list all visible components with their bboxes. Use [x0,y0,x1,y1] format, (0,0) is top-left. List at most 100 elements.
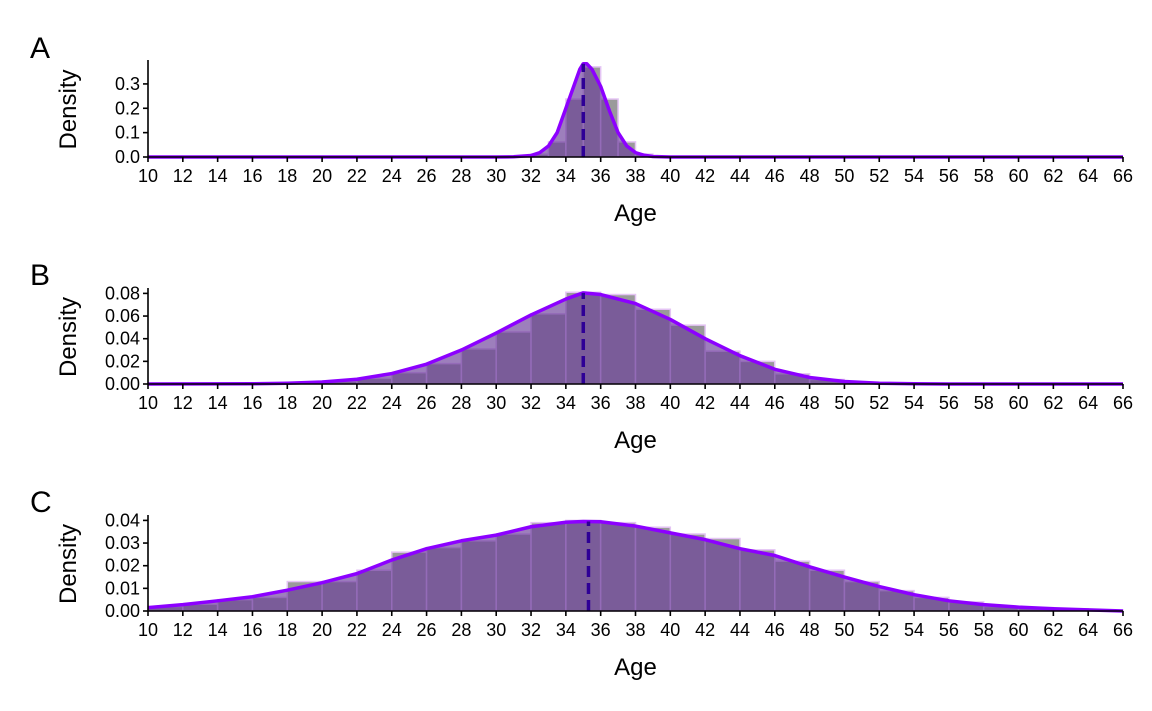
x-tick-label: 14 [208,393,228,413]
x-tick-label: 40 [660,393,680,413]
panel-label: B [30,259,50,292]
x-tick-label: 54 [904,620,924,640]
x-tick-label: 10 [138,166,158,186]
x-tick-label: 24 [382,393,402,413]
y-tick-label: 0.04 [105,329,140,349]
y-tick-label: 0.3 [115,74,140,94]
x-tick-label: 52 [869,393,889,413]
x-tick-label: 10 [138,393,158,413]
x-tick-label: 16 [242,166,262,186]
x-tick-label: 60 [1009,620,1029,640]
x-tick-label: 30 [486,393,506,413]
y-axis-title: Density [55,524,82,604]
x-tick-label: 60 [1009,166,1029,186]
x-tick-label: 38 [625,393,645,413]
x-tick-label: 46 [765,166,785,186]
x-tick-label: 26 [417,620,437,640]
panel-label: C [30,486,52,519]
x-tick-label: 42 [695,166,715,186]
x-tick-label: 66 [1113,166,1133,186]
x-tick-label: 64 [1078,393,1098,413]
x-tick-label: 22 [347,166,367,186]
x-tick-label: 62 [1043,620,1063,640]
density-area [148,292,1123,384]
x-tick-label: 36 [591,166,611,186]
x-tick-label: 16 [242,620,262,640]
x-tick-label: 56 [939,166,959,186]
x-tick-label: 48 [800,166,820,186]
x-tick-label: 66 [1113,620,1133,640]
x-tick-label: 30 [486,166,506,186]
x-tick-label: 34 [556,393,576,413]
x-tick-label: 14 [208,620,228,640]
x-tick-label: 22 [347,620,367,640]
x-tick-label: 64 [1078,166,1098,186]
y-tick-label: 0.06 [105,306,140,326]
density-curve [148,61,1123,159]
x-tick-label: 42 [695,393,715,413]
x-tick-label: 56 [939,620,959,640]
y-tick-label: 0.01 [105,578,140,598]
x-tick-label: 26 [417,166,437,186]
x-tick-label: 62 [1043,393,1063,413]
x-tick-label: 32 [521,166,541,186]
x-tick-label: 12 [173,620,193,640]
x-tick-label: 44 [730,393,750,413]
x-tick-label: 58 [974,393,994,413]
x-tick-label: 12 [173,166,193,186]
x-tick-label: 54 [904,166,924,186]
x-tick-label: 22 [347,393,367,413]
x-tick-label: 40 [660,166,680,186]
x-tick-label: 54 [904,393,924,413]
x-tick-label: 28 [451,620,471,640]
x-tick-label: 24 [382,166,402,186]
x-tick-label: 14 [208,166,228,186]
x-tick-label: 24 [382,620,402,640]
x-tick-label: 38 [625,620,645,640]
x-tick-label: 18 [277,620,297,640]
y-axis-title: Density [55,69,82,149]
y-tick-label: 0.00 [105,374,140,394]
x-tick-label: 52 [869,620,889,640]
x-tick-label: 32 [521,620,541,640]
x-tick-label: 58 [974,166,994,186]
x-tick-label: 34 [556,166,576,186]
x-tick-label: 20 [312,393,332,413]
y-tick-label: 0.00 [105,601,140,621]
y-axis-title: Density [55,297,82,377]
x-tick-label: 26 [417,393,437,413]
x-axis-title: Age [614,427,657,454]
x-tick-label: 44 [730,166,750,186]
density-curve [147,291,1123,386]
x-tick-label: 34 [556,620,576,640]
y-tick-label: 0.1 [115,123,140,143]
x-tick-label: 20 [312,166,332,186]
x-tick-label: 10 [138,620,158,640]
x-tick-label: 50 [834,620,854,640]
x-tick-label: 16 [242,393,262,413]
y-tick-label: 0.04 [105,510,140,530]
x-tick-label: 46 [765,620,785,640]
x-tick-label: 32 [521,393,541,413]
x-tick-label: 42 [695,620,715,640]
x-tick-label: 20 [312,620,332,640]
x-tick-label: 62 [1043,166,1063,186]
panel-c: 0.00 0.010.02 0.03 0.04 10 12 14 16 18 20 22 24 26 28… [30,486,1133,681]
x-tick-label: 60 [1009,393,1029,413]
x-tick-label: 58 [974,620,994,640]
y-tick-label: 0.08 [105,283,140,303]
x-tick-label: 40 [660,620,680,640]
x-axis-title: Age [614,200,657,227]
x-tick-label: 36 [591,393,611,413]
x-tick-label: 44 [730,620,750,640]
x-tick-label: 12 [173,393,193,413]
x-tick-label: 46 [765,393,785,413]
x-tick-label: 38 [625,166,645,186]
density-curve [147,519,1124,613]
density-area [148,521,1123,611]
x-tick-label: 64 [1078,620,1098,640]
y-tick-label: 0.2 [115,98,140,118]
x-tick-label: 18 [277,393,297,413]
x-tick-label: 28 [451,393,471,413]
x-tick-label: 48 [800,393,820,413]
